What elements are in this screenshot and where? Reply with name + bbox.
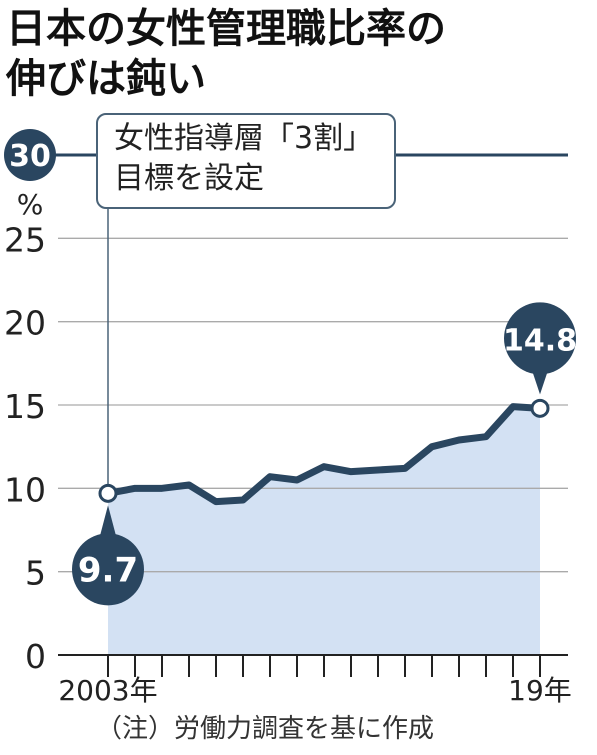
point-2003 bbox=[98, 483, 118, 503]
target-label: 30 bbox=[9, 139, 51, 174]
x-tick-label-2003: 2003年 bbox=[58, 674, 157, 707]
series-line bbox=[104, 403, 544, 506]
target-annotation-box: 女性指導層「3割」 目標を設定 bbox=[96, 113, 396, 209]
annotation-line-2: 目標を設定 bbox=[114, 161, 264, 196]
y-tick-label-0: 0 bbox=[25, 637, 46, 676]
callout-bubble-2019 bbox=[504, 302, 576, 375]
area-fill bbox=[108, 406, 540, 655]
source-note: （注）労働力調査を基に作成 bbox=[96, 714, 435, 744]
callout-label-2003: 9.7 bbox=[78, 550, 138, 590]
annotation-line-1: 女性指導層「3割」 bbox=[114, 121, 374, 156]
callout-label-2019: 14.8 bbox=[503, 323, 577, 358]
title-line-1: 日本の女性管理職比率の bbox=[6, 6, 446, 52]
y-unit-label: % bbox=[17, 188, 44, 221]
x-tick-label-2019: 19年 bbox=[508, 674, 572, 707]
y-tick-label-20: 20 bbox=[4, 304, 46, 343]
point-2019 bbox=[530, 398, 550, 418]
title-line-2: 伸びは鈍い bbox=[6, 56, 206, 102]
y-tick-label-10: 10 bbox=[4, 470, 46, 509]
target-bubble bbox=[4, 129, 56, 181]
y-tick-label-15: 15 bbox=[4, 387, 46, 426]
y-tick-label-25: 25 bbox=[4, 220, 46, 259]
chart-title: 日本の女性管理職比率の 伸びは鈍い bbox=[6, 4, 446, 104]
callout-bubble-2003 bbox=[72, 533, 144, 606]
y-tick-label-5: 5 bbox=[25, 554, 46, 593]
